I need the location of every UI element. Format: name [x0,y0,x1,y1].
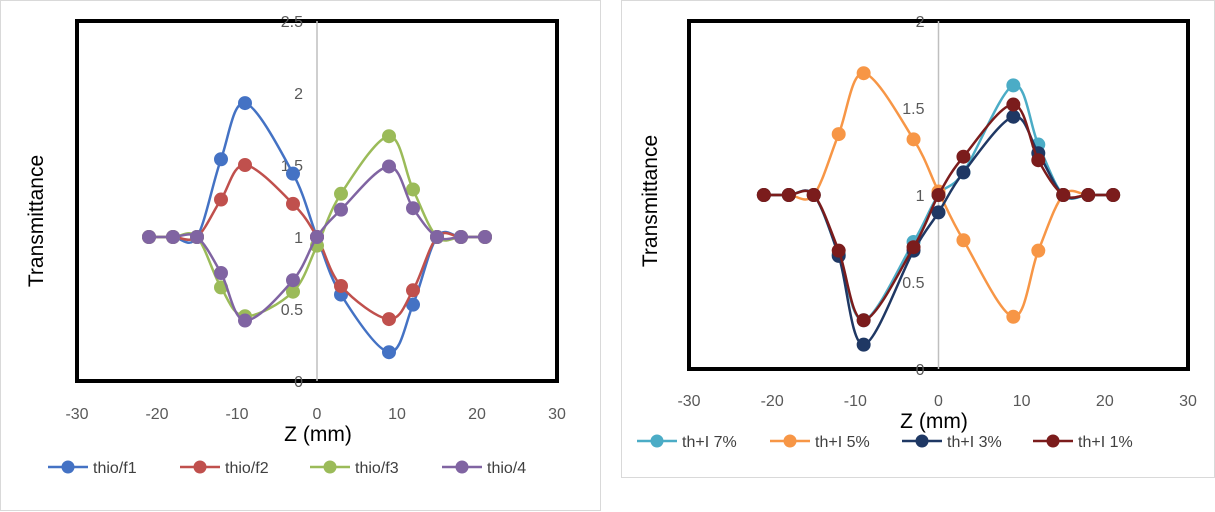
data-point [956,233,971,248]
data-point [238,158,252,172]
legend-marker [1046,434,1060,448]
data-point [286,166,300,181]
y-axis-title: Transmittance [639,135,662,267]
data-point [956,165,971,180]
data-point [214,266,228,280]
legend-marker [323,460,337,474]
chart-left: 00.511.522.5-30 -20 -10 0 10 20 30Z (mm)Transm… [25,14,566,477]
legend-marker [455,460,469,474]
data-point [906,132,921,147]
data-point [1106,188,1121,202]
data-point [931,205,946,220]
legend-label: th+I 3% [947,434,1002,451]
data-point [406,201,420,216]
y-tick-label: 0.5 [902,275,924,292]
x-tick-label: 30 [548,406,566,423]
data-point [1006,309,1021,324]
x-tick-label: -10 [225,406,248,423]
y-tick-label: 0 [294,374,303,391]
data-point [454,230,468,244]
legend-label: th+I 5% [815,434,870,451]
data-point [166,230,180,244]
y-tick-label: 1 [294,230,303,247]
data-point [756,188,771,202]
data-point [238,313,252,328]
data-point [956,149,971,164]
data-point [1031,243,1046,258]
x-tick-label: -10 [844,393,867,410]
x-tick-label: 10 [388,406,406,423]
data-point [831,127,846,142]
data-point [214,152,228,167]
data-point [214,192,228,207]
y-tick-label: 0.5 [281,302,303,319]
legend-marker [61,460,75,474]
data-point [382,129,396,144]
data-point [478,230,492,244]
data-point [190,230,204,244]
data-point [1006,78,1021,93]
data-point [406,283,420,298]
data-point [1031,153,1046,168]
data-point [806,188,821,202]
data-point [334,278,348,293]
data-point [286,273,300,288]
x-tick-label: 30 [1179,393,1197,410]
x-tick-label: -20 [145,406,168,423]
data-point [142,230,156,244]
x-tick-label: -30 [677,393,700,410]
x-tick-label: 20 [468,406,486,423]
y-tick-label: 0 [916,362,925,379]
chart-right: 0 0.5 1 1.5 2 -30 -20 -10 0 10 20 30 Z (mm) Transmitt… [637,14,1197,451]
y-tick-label: 2 [916,14,925,31]
chart-panel-left: 0 0.5 1 1.5 2 2.5 -30 -20 -10 0 10 20 30 Z (mm) Transm… [0,0,601,511]
data-point [334,186,348,201]
legend-label: thio/f1 [93,460,137,477]
y-axis-title: Transmittance [25,155,48,287]
y-tick-label: 1.5 [902,101,924,118]
x-tick-label: 0 [313,406,322,423]
data-point [334,202,348,217]
legend-label: th+I 1% [1078,434,1133,451]
data-point [310,230,324,244]
x-tick-label: 0 [934,393,943,410]
data-point [831,243,846,258]
legend-label: th+I 7% [682,434,737,451]
data-point [382,159,396,174]
y-tick-label: 1 [916,188,925,205]
legend-marker [783,434,797,448]
x-axis-title: Z (mm) [284,423,352,446]
y-tick-label: 2.5 [281,14,303,31]
legend-marker [650,434,664,448]
x-axis-title: Z (mm) [900,410,968,433]
data-point [906,240,921,255]
data-point [856,66,871,81]
data-point [382,345,396,360]
data-point [1081,188,1096,202]
y-tick-label: 2 [294,86,303,103]
data-point [931,188,946,202]
legend-label: thio/f3 [355,460,399,477]
data-point [856,313,871,328]
x-tick-label: 10 [1013,393,1031,410]
data-point [856,337,871,352]
data-point [1006,97,1021,112]
data-point [238,96,252,111]
data-point [1056,188,1071,202]
legend-marker [193,460,207,474]
data-point [382,312,396,327]
data-point [430,230,444,244]
data-point [286,196,300,211]
legend-marker [915,434,929,448]
chart-panel-right: 0 0.5 1 1.5 2 -30 -20 -10 0 10 20 30 Z (mm) Transmitt… [621,0,1215,478]
data-point [406,182,420,197]
legend-label: thio/4 [487,460,526,477]
data-point [781,188,796,202]
x-tick-label: -20 [761,393,784,410]
legend-label: thio/f2 [225,460,269,477]
x-tick-label: -30 [65,406,88,423]
data-point [1006,109,1021,124]
x-tick-label: 20 [1096,393,1114,410]
